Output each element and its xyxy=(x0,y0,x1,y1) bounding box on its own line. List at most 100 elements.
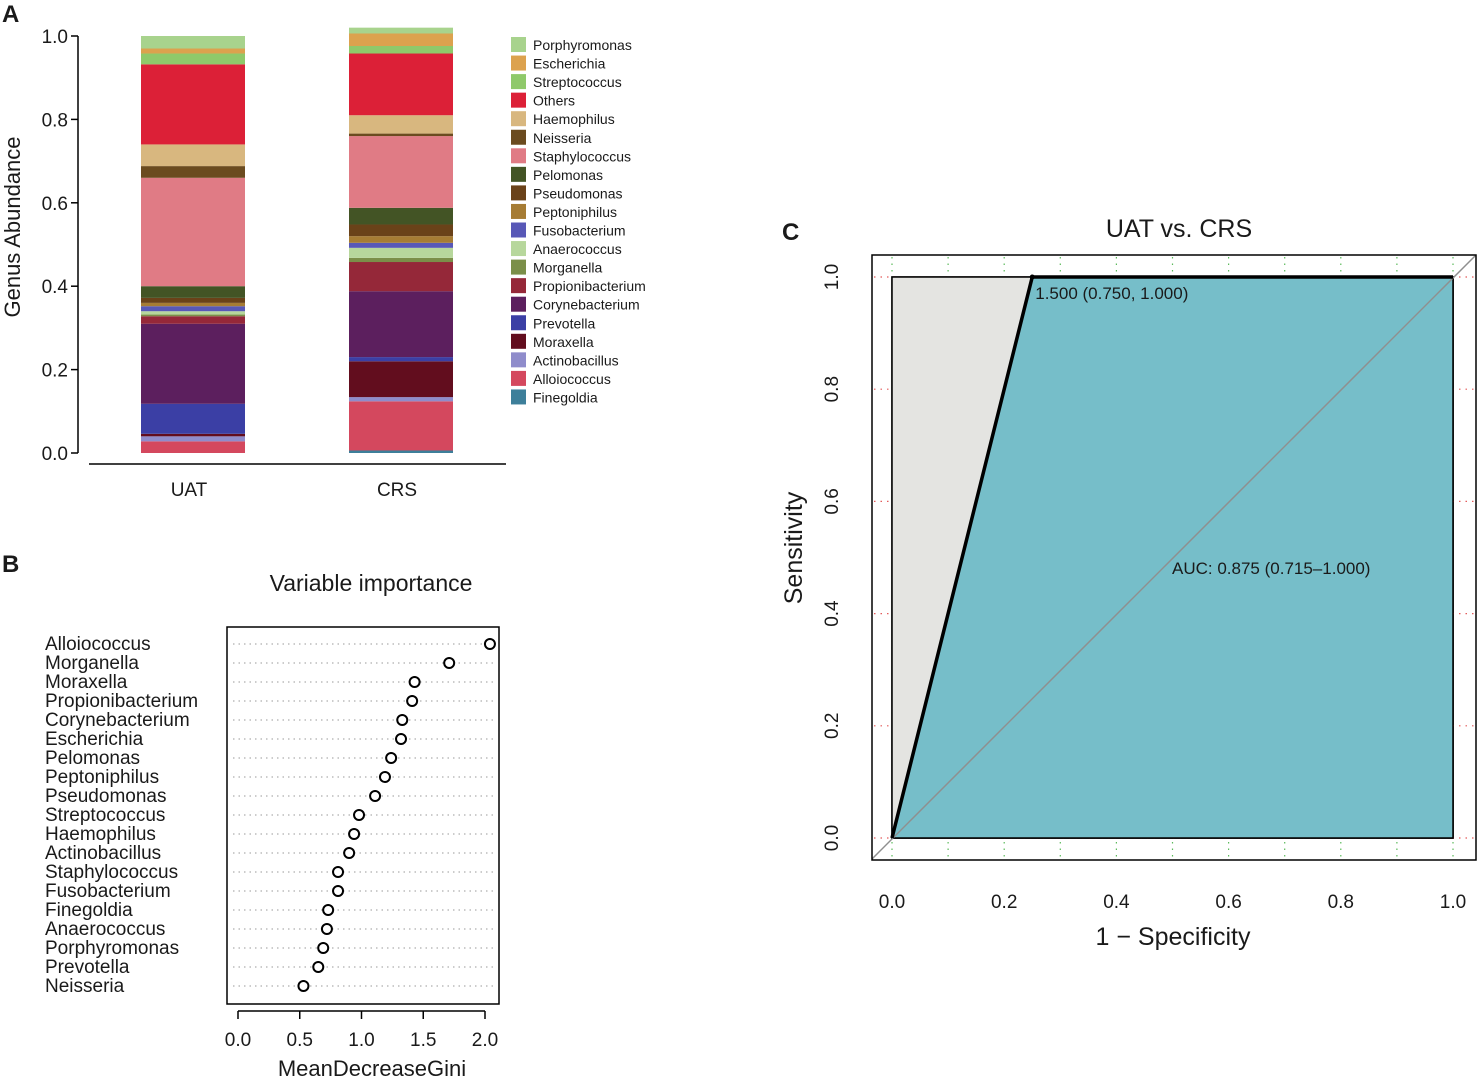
legend-swatch-escherichia xyxy=(511,55,526,71)
bar-segment-uat-streptococcus xyxy=(141,53,245,65)
panel-c-y-tick-label: 0.2 xyxy=(822,713,843,739)
dotchart-point-corynebacterium xyxy=(396,714,409,726)
bar-segment-uat-propionibacterium xyxy=(141,316,245,324)
bar-segment-crs-staphylococcus xyxy=(349,136,453,208)
legend-label-fusobacterium: Fusobacterium xyxy=(533,223,626,239)
panel-a-y-tick-label: 0.6 xyxy=(42,194,68,215)
bar-segment-crs-morganella xyxy=(349,257,453,263)
panel-a-x-tick-label: CRS xyxy=(377,480,417,501)
bar-segment-crs-propionibacterium xyxy=(349,262,453,292)
bar-segment-uat-prevotella xyxy=(141,403,245,434)
roc-chance-line xyxy=(871,255,1476,860)
dotchart-point-neisseria xyxy=(297,980,310,992)
dotchart-label-propionibacterium: Propionibacterium xyxy=(45,691,198,712)
panel-c-plot-frame xyxy=(871,254,1477,861)
panel-c-roc-chart: UAT vs. CRS 1.500 (0.750, 1.000) AUC: 0.8… xyxy=(780,215,1477,951)
roc-auc-label: AUC: 0.875 (0.715–1.000) xyxy=(1172,559,1370,578)
legend-label-alloiococcus: Alloiococcus xyxy=(533,371,611,387)
panel-b-plot-frame xyxy=(226,626,500,1005)
dotchart-point-escherichia xyxy=(395,733,408,745)
panel-c-x-tick-label: 0.2 xyxy=(991,892,1017,913)
bar-segment-crs-finegoldia xyxy=(349,450,453,453)
legend-label-corynebacterium: Corynebacterium xyxy=(533,297,640,313)
bar-segment-uat-peptoniphilus xyxy=(141,302,245,307)
dotchart-label-neisseria: Neisseria xyxy=(45,976,125,997)
dotchart-label-fusobacterium: Fusobacterium xyxy=(45,881,171,902)
bar-segment-crs-neisseria xyxy=(349,133,453,137)
panel-b-rows: AlloiococcusMorganellaMoraxellaPropionib… xyxy=(45,634,496,997)
legend-swatch-corynebacterium xyxy=(511,296,526,312)
bar-segment-crs-escherichia xyxy=(349,33,453,47)
dotchart-label-streptococcus: Streptococcus xyxy=(45,805,165,826)
bar-segment-crs-moraxella xyxy=(349,361,453,398)
dotchart-point-alloiococcus xyxy=(483,638,496,650)
legend-label-porphyromonas: Porphyromonas xyxy=(533,37,632,53)
legend-swatch-pseudomonas xyxy=(511,185,526,201)
bar-segment-uat-actinobacillus xyxy=(141,436,245,442)
dotchart-point-haemophilus xyxy=(348,828,361,840)
panel-b-x-axis: 0.0 0.5 1.0 1.5 2.0 xyxy=(225,1010,498,1051)
legend-label-pelomonas: Pelomonas xyxy=(533,167,603,183)
legend-swatch-neisseria xyxy=(511,129,526,145)
bar-segment-crs-anaerococcus xyxy=(349,247,453,258)
legend-label-staphylococcus: Staphylococcus xyxy=(533,148,631,164)
bar-segment-crs-fusobacterium xyxy=(349,242,453,248)
roc-threshold-label: 1.500 (0.750, 1.000) xyxy=(1035,284,1188,303)
panel-a-y-axis: 0.0 0.2 0.4 0.6 0.8 1.0 xyxy=(42,27,79,465)
bar-segment-crs-peptoniphilus xyxy=(349,236,453,243)
legend-swatch-pelomonas xyxy=(511,166,526,182)
panel-c-ylabel: Sensitivity xyxy=(780,491,808,604)
panel-b-title: Variable importance xyxy=(270,570,473,596)
dotchart-point-finegoldia xyxy=(322,904,335,916)
dotchart-point-porphyromonas xyxy=(317,942,330,954)
panel-c-xlabel: 1 − Specificity xyxy=(1096,923,1251,951)
legend-swatch-haemophilus xyxy=(511,111,526,127)
bar-segment-uat-neisseria xyxy=(141,166,245,178)
panel-a-ylabel: Genus Abundance xyxy=(0,136,25,317)
bar-segment-uat-morganella xyxy=(141,314,245,317)
dotchart-point-streptococcus xyxy=(353,809,366,821)
dotchart-point-morganella xyxy=(443,657,456,669)
panel-c-x-tick-label: 0.8 xyxy=(1328,892,1354,913)
legend-label-morganella: Morganella xyxy=(533,260,602,276)
legend-swatch-morganella xyxy=(511,259,526,275)
legend-label-moraxella: Moraxella xyxy=(533,334,594,350)
bar-segment-crs-alloiococcus xyxy=(349,401,453,451)
dotchart-label-porphyromonas: Porphyromonas xyxy=(45,938,179,959)
bar-segment-crs-actinobacillus xyxy=(349,397,453,402)
dotchart-point-pelomonas xyxy=(385,752,398,764)
panel-label-a: A xyxy=(2,1,19,28)
panel-a-bars xyxy=(141,27,453,453)
panel-label-b: B xyxy=(2,551,19,578)
bar-segment-crs-porphyromonas xyxy=(349,27,453,34)
panel-c-axes: 0.0 0.2 0.4 0.6 0.8 1.0 0.0 0.2 0.4 0.6 0.8 1.0 xyxy=(822,264,1466,913)
legend-swatch-anaerococcus xyxy=(511,241,526,257)
panel-c-x-tick-label: 0.0 xyxy=(879,892,905,913)
dotchart-point-prevotella xyxy=(312,961,325,973)
legend-swatch-streptococcus xyxy=(511,74,526,90)
panel-c-plot-area: 1.500 (0.750, 1.000) AUC: 0.875 (0.715–1.… xyxy=(871,255,1476,860)
panel-a-stacked-bar-chart: Genus Abundance 0.0 0.2 0.4 0.6 0.8 1.0 UAT CR… xyxy=(0,27,646,501)
panel-a-legend: Porphyromonas Escherichia Streptococcus Oth… xyxy=(511,37,646,405)
bar-segment-crs-corynebacterium xyxy=(349,291,453,358)
legend-label-escherichia: Escherichia xyxy=(533,56,606,72)
dotchart-label-actinobacillus: Actinobacillus xyxy=(45,843,161,864)
dotchart-label-haemophilus: Haemophilus xyxy=(45,824,156,845)
panel-a-y-tick-label: 0.2 xyxy=(42,361,68,382)
legend-label-others: Others xyxy=(533,93,575,109)
dotchart-point-fusobacterium xyxy=(332,885,345,897)
panel-c-x-tick-label: 0.4 xyxy=(1103,892,1130,913)
dotchart-label-alloiococcus: Alloiococcus xyxy=(45,634,151,655)
panel-a-x-tick-label: UAT xyxy=(171,480,208,501)
panel-b-x-tick-label: 0.0 xyxy=(225,1030,251,1051)
roc-threshold-point xyxy=(1029,274,1035,280)
legend-label-propionibacterium: Propionibacterium xyxy=(533,278,646,294)
dotchart-label-moraxella: Moraxella xyxy=(45,672,128,693)
dotchart-label-morganella: Morganella xyxy=(45,653,139,674)
bar-segment-uat-moraxella xyxy=(141,433,245,437)
bar-segment-uat-pelomonas xyxy=(141,286,245,298)
dotchart-label-finegoldia: Finegoldia xyxy=(45,900,133,921)
panel-c-y-tick-label: 0.6 xyxy=(822,488,843,514)
dotchart-label-escherichia: Escherichia xyxy=(45,729,144,750)
panel-b-x-tick-label: 1.5 xyxy=(410,1030,436,1051)
